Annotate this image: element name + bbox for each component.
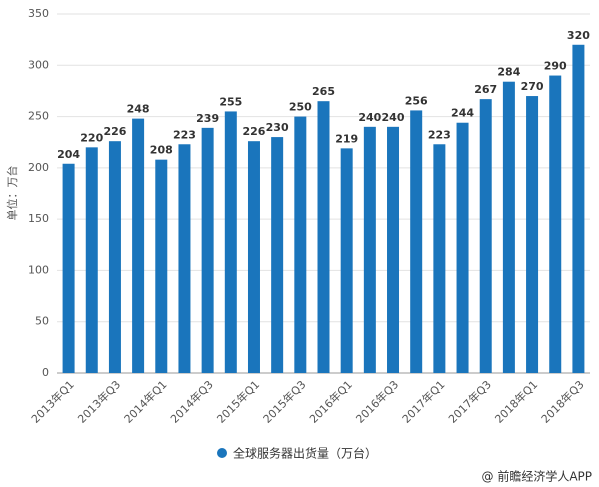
bar [62, 163, 75, 373]
value-label: 250 [289, 101, 312, 114]
y-axis-title: 单位：万台 [5, 166, 19, 221]
y-tick-label: 50 [35, 315, 49, 328]
value-label: 226 [103, 125, 126, 138]
x-tick-label: 2016年Q1 [306, 377, 355, 426]
value-label: 256 [405, 94, 428, 107]
x-tick-label: 2013年Q1 [28, 377, 77, 426]
bar [132, 118, 145, 373]
value-label: 244 [451, 107, 474, 120]
bar [572, 44, 585, 374]
value-label: 223 [173, 128, 196, 141]
value-label: 267 [474, 83, 497, 96]
bar [294, 116, 307, 374]
bar [549, 75, 562, 374]
bar [433, 144, 446, 373]
bar [502, 81, 515, 373]
value-label: 204 [57, 148, 80, 161]
value-label: 226 [242, 125, 265, 138]
value-label: 230 [266, 121, 289, 134]
x-tick-label: 2014年Q3 [167, 377, 216, 426]
value-label: 265 [312, 85, 335, 98]
y-tick-label: 150 [28, 212, 49, 225]
bar [85, 147, 98, 373]
x-tick-label: 2016年Q3 [353, 377, 402, 426]
bar [479, 99, 492, 374]
value-label: 284 [497, 66, 520, 79]
y-tick-label: 200 [28, 161, 49, 174]
bar [271, 137, 284, 373]
bar [247, 141, 260, 373]
value-label: 220 [80, 131, 103, 144]
bar [201, 127, 214, 374]
value-label: 239 [196, 112, 219, 125]
value-label: 320 [567, 29, 590, 42]
y-tick-label: 100 [28, 263, 49, 276]
x-tick-label: 2018年Q3 [538, 377, 587, 426]
legend-swatch [217, 448, 227, 458]
bar [155, 159, 168, 373]
bar [108, 141, 121, 373]
value-label: 248 [127, 103, 150, 116]
x-tick-label: 2018年Q1 [492, 377, 541, 426]
value-label: 219 [335, 132, 358, 145]
x-tick-label: 2017年Q1 [399, 377, 448, 426]
bar [410, 110, 423, 373]
value-label: 270 [521, 80, 544, 93]
x-tick-label: 2014年Q1 [121, 377, 170, 426]
legend-label: 全球服务器出货量（万台） [233, 446, 377, 461]
value-label: 240 [382, 111, 405, 124]
value-label: 255 [219, 95, 242, 108]
value-label: 240 [358, 111, 381, 124]
y-tick-label: 250 [28, 110, 49, 123]
bar [178, 144, 191, 373]
bar [456, 122, 469, 374]
value-label: 223 [428, 128, 451, 141]
y-tick-label: 300 [28, 58, 49, 71]
y-tick-label: 0 [42, 366, 49, 379]
x-tick-label: 2017年Q3 [445, 377, 494, 426]
y-tick-label: 350 [28, 7, 49, 20]
bar [363, 126, 376, 373]
x-tick-label: 2015年Q3 [260, 377, 309, 426]
bar [340, 148, 353, 373]
bar [387, 126, 400, 373]
x-tick-label: 2015年Q1 [214, 377, 263, 426]
value-label: 290 [544, 60, 567, 73]
bar [317, 101, 330, 373]
x-tick-label: 2013年Q3 [75, 377, 124, 426]
source: @ 前瞻经济学人APP [482, 469, 593, 484]
bar [526, 96, 539, 374]
value-label: 208 [150, 144, 173, 157]
bar [224, 111, 237, 373]
